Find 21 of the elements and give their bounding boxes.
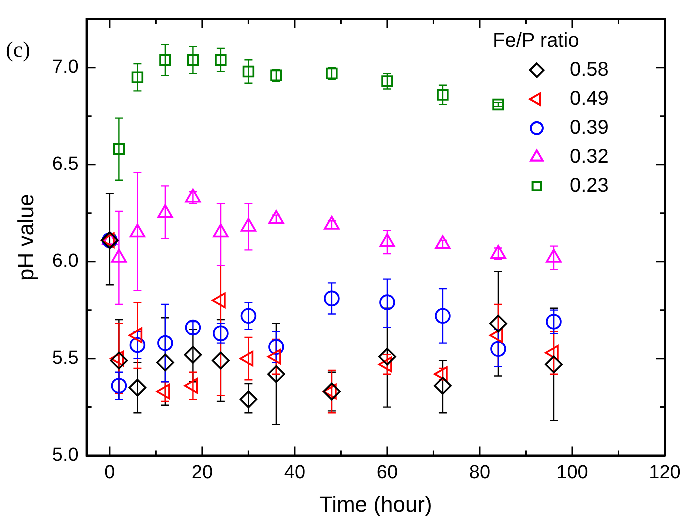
y-tick-label: 7.0 xyxy=(52,57,79,78)
legend-label: 0.49 xyxy=(570,88,609,110)
y-tick-label: 6.5 xyxy=(52,154,79,176)
legend-label: 0.32 xyxy=(570,146,609,168)
legend-label: 0.58 xyxy=(570,58,609,81)
y-tick-label: 5.0 xyxy=(52,445,79,466)
y-axis-title: pH value xyxy=(13,194,38,282)
legend-label: 0.39 xyxy=(570,116,609,139)
x-tick-label: 120 xyxy=(649,462,681,484)
x-tick-label: 20 xyxy=(192,462,214,484)
x-tick-label: 0 xyxy=(104,462,116,484)
y-tick-label: 6.0 xyxy=(52,251,79,272)
x-tick-label: 100 xyxy=(556,462,588,484)
x-tick-label: 60 xyxy=(376,462,398,484)
legend-title: Fe/P ratio xyxy=(493,30,580,52)
x-tick-label: 40 xyxy=(284,462,306,484)
y-tick-label: 5.5 xyxy=(52,348,79,370)
x-axis-title: Time (hour) xyxy=(319,492,432,517)
x-tick-label: 80 xyxy=(469,462,491,484)
legend-label: 0.23 xyxy=(570,174,609,197)
text: (c) xyxy=(6,37,30,62)
